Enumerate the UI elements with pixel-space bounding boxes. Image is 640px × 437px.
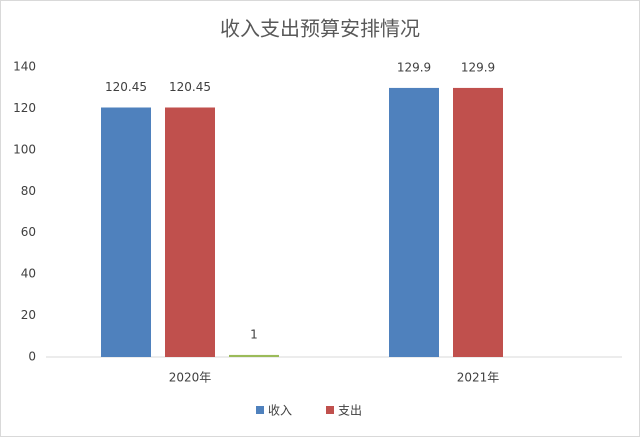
x-tick-label: 2021年 <box>457 371 500 385</box>
y-tick-label: 140 <box>13 60 36 74</box>
y-tick-label: 60 <box>21 225 36 239</box>
data-label: 129.9 <box>461 60 495 74</box>
y-tick-label: 120 <box>13 101 36 115</box>
x-tick-label: 2020年 <box>169 371 212 385</box>
bar <box>165 107 215 357</box>
y-tick-label: 20 <box>21 308 36 322</box>
data-label: 129.9 <box>397 60 431 74</box>
y-tick-label: 100 <box>13 142 36 156</box>
legend-swatch <box>256 406 264 414</box>
chart-title: 收入支出预算安排情况 <box>220 17 420 41</box>
legend-swatch <box>326 406 334 414</box>
y-tick-label: 0 <box>28 350 36 364</box>
legend-label: 收入 <box>268 404 292 418</box>
data-label: 1 <box>250 327 258 341</box>
bar <box>453 87 503 358</box>
bar <box>229 354 279 357</box>
legend-label: 支出 <box>338 404 362 418</box>
data-label: 120.45 <box>169 80 211 94</box>
bar <box>389 87 439 358</box>
bar <box>101 107 151 357</box>
y-tick-label: 40 <box>21 267 36 281</box>
y-tick-label: 80 <box>21 184 36 198</box>
data-label: 120.45 <box>105 80 147 94</box>
